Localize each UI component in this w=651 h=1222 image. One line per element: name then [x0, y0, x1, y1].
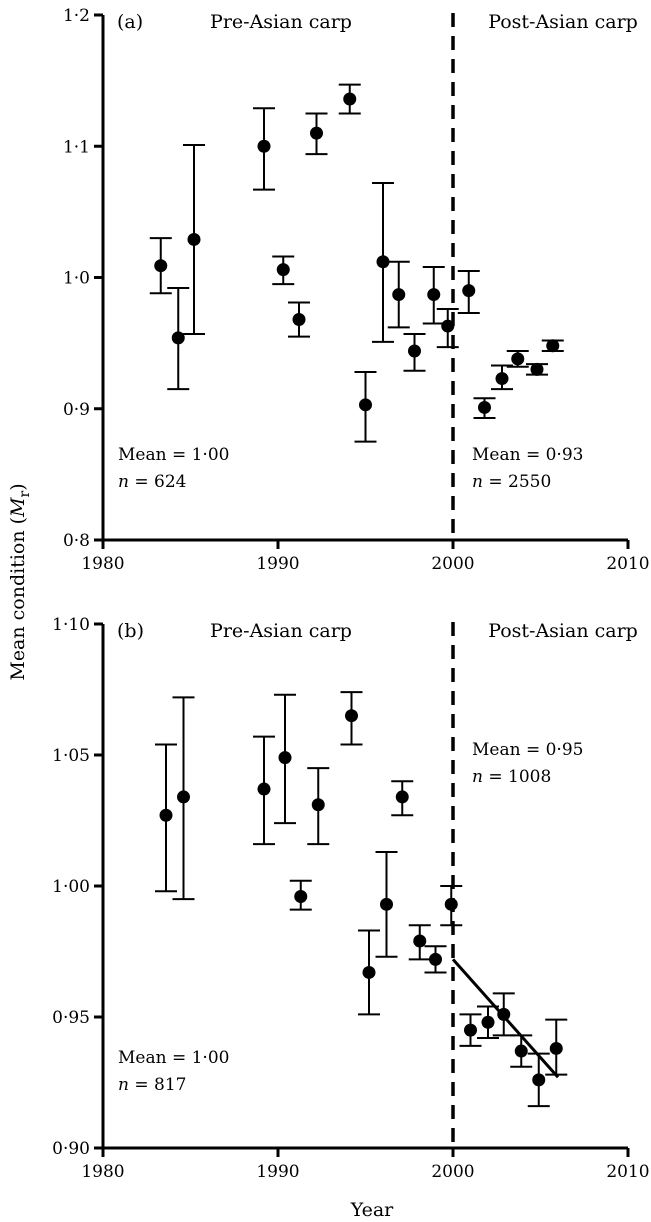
panel-a-data-point — [292, 313, 306, 326]
panel-a-y-tick-label: 0·9 — [63, 400, 90, 420]
panel-a-data-point — [462, 284, 476, 298]
y-axis-label-sub: r — [17, 490, 33, 497]
panel-a-y-tick-label: 1·2 — [63, 6, 90, 26]
panel-b-y-tick-label: 0·90 — [52, 1139, 90, 1159]
panel-b-data-point — [514, 1044, 528, 1058]
panel-b-data-point — [429, 952, 442, 966]
panel-b-data-point — [481, 1015, 495, 1029]
panel-b-post-n-symbol: n — [472, 767, 483, 787]
panel-b-data-point — [159, 808, 173, 822]
panel-b-x-tick-label: 2010 — [606, 1162, 649, 1182]
panel-b: 0·90 0·95 1·00 1·05 1·10 1980 1990 2000 2010 (b)… — [52, 615, 649, 1182]
panel-a-data-points — [149, 13, 564, 540]
panel-a-pre-n: n = 624 — [118, 472, 186, 492]
panel-a-post-label: Post-Asian carp — [488, 11, 638, 33]
panel-b-data-point — [380, 897, 393, 911]
panel-a-data-point — [478, 400, 491, 414]
panel-b-data-point — [532, 1073, 546, 1087]
panel-a-x-tick-label: 2010 — [606, 554, 649, 574]
panel-b-y-tick-label: 1·10 — [52, 615, 90, 635]
panel-b-pre-n-symbol: n — [118, 1075, 129, 1095]
panel-a-data-point — [427, 288, 441, 302]
panel-a-data-point — [441, 319, 455, 333]
panel-a-pre-mean: Mean = 1·00 — [118, 445, 229, 465]
panel-a-data-point — [154, 259, 168, 273]
panel-b-data-point — [413, 934, 427, 948]
panel-b-data-point — [278, 751, 292, 765]
panel-a-x-tick-label: 1980 — [81, 554, 124, 574]
panel-b-pre-n: n = 817 — [118, 1075, 186, 1095]
panel-a-data-point — [392, 288, 406, 302]
panel-b-data-point — [257, 782, 271, 796]
panel-a-data-point — [546, 339, 560, 353]
panel-a-pre-n-symbol: n — [118, 472, 129, 492]
panel-a-post-n-value: = 2550 — [483, 472, 551, 492]
x-axis-label: Year — [350, 1199, 394, 1221]
panel-b-data-point — [294, 889, 308, 903]
panel-a-data-point — [495, 372, 509, 386]
panel-b-post-mean: Mean = 0·95 — [472, 740, 583, 760]
panel-a-data-point — [276, 263, 290, 277]
panel-a-pre-n-value: = 624 — [129, 472, 187, 492]
panel-a-data-point — [310, 126, 323, 140]
panel-a-tick-labels: 0·8 0·9 1·0 1·1 1·2 1980 1990 2000 2010 — [63, 6, 650, 574]
panel-b-post-label: Post-Asian carp — [488, 620, 638, 642]
panel-b-post-n-value: = 1008 — [483, 767, 551, 787]
panel-a-data-point — [530, 362, 544, 376]
panel-a-data-point — [408, 344, 421, 358]
panel-a-axes — [94, 13, 630, 549]
panel-a-data-point — [171, 331, 185, 345]
panel-b-data-point — [362, 965, 376, 979]
panel-b-data-point — [464, 1023, 477, 1037]
panel-b-axes — [94, 622, 630, 1157]
panel-a-post-n: n = 2550 — [472, 472, 551, 492]
y-axis-label-close: ) — [7, 483, 29, 490]
panel-a-data-point — [343, 92, 357, 106]
panel-b-data-point — [311, 798, 325, 812]
panel-b-y-tick-label: 1·00 — [52, 877, 90, 897]
panel-b-y-tick-label: 0·95 — [52, 1008, 90, 1028]
panel-a-data-point — [376, 255, 390, 269]
panel-a: 0·8 0·9 1·0 1·1 1·2 1980 1990 2000 2010 (a) Pre-… — [63, 6, 650, 574]
panel-b-y-tick-label: 1·05 — [52, 746, 90, 766]
panel-a-pre-label: Pre-Asian carp — [210, 11, 352, 33]
panel-b-data-point — [549, 1041, 563, 1055]
panel-b-data-point — [345, 709, 358, 723]
panel-b-post-n: n = 1008 — [472, 767, 551, 787]
panel-a-post-n-symbol: n — [472, 472, 483, 492]
panel-b-x-tick-label: 1990 — [256, 1162, 299, 1182]
panel-a-data-point — [187, 232, 201, 246]
panel-b-x-tick-label: 1980 — [81, 1162, 124, 1182]
panel-b-tick-labels: 0·90 0·95 1·00 1·05 1·10 1980 1990 2000 2010 — [52, 615, 649, 1182]
panel-b-x-tick-label: 2000 — [431, 1162, 474, 1182]
panel-a-y-tick-label: 1·1 — [63, 137, 90, 157]
panel-a-x-tick-label: 2000 — [431, 554, 474, 574]
panel-b-data-points — [155, 622, 568, 1148]
y-axis-label: Mean condition (Mr) — [7, 483, 33, 680]
panel-b-data-point — [395, 790, 409, 804]
panel-a-y-tick-label: 0·8 — [63, 531, 90, 551]
panel-a-label: (a) — [117, 11, 143, 33]
panel-b-pre-label: Pre-Asian carp — [210, 620, 352, 642]
panel-b-pre-n-value: = 817 — [129, 1075, 187, 1095]
panel-b-pre-mean: Mean = 1·00 — [118, 1048, 229, 1068]
panel-a-data-point — [359, 398, 372, 412]
panel-a-data-point — [257, 139, 271, 153]
y-axis-label-symbol: M — [7, 497, 29, 518]
y-axis-label-main: Mean condition ( — [7, 517, 29, 681]
panel-b-data-point — [444, 897, 458, 911]
panel-b-data-point — [177, 790, 190, 804]
panel-a-y-tick-label: 1·0 — [63, 269, 90, 289]
panel-a-post-mean: Mean = 0·93 — [472, 445, 583, 465]
panel-a-x-tick-label: 1990 — [256, 554, 299, 574]
panel-a-data-point — [511, 352, 525, 366]
panel-b-label: (b) — [117, 620, 144, 642]
panel-b-trend-line — [451, 958, 560, 1079]
